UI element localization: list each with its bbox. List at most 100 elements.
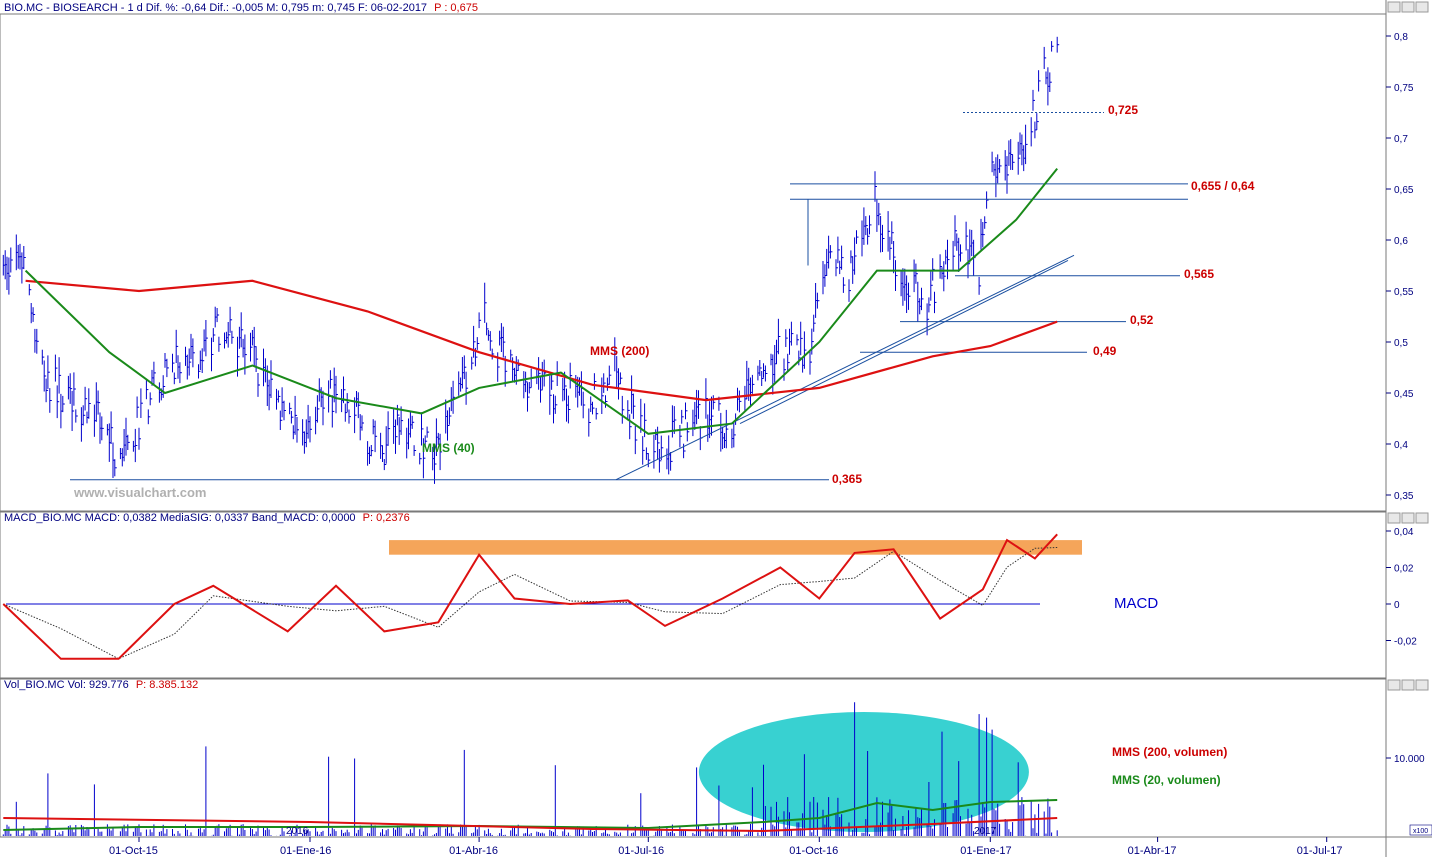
price-bar [787,353,790,372]
price-bar [140,388,143,418]
price-bar [517,359,521,371]
price-bar [82,405,86,426]
price-axis-label: 0,4 [1394,440,1408,451]
price-bar [41,349,45,365]
price-bar [841,245,844,270]
price-bar [134,428,138,463]
price-bar [270,360,273,398]
price-bar [540,377,543,403]
price-bar [588,408,591,437]
price-bar [934,291,937,314]
price-bar [8,257,11,295]
price-bar [294,395,298,435]
price-bar [895,260,898,291]
price-bar [419,452,422,465]
price-bar [991,151,995,173]
price-bar [422,438,426,479]
price-bar [764,365,768,382]
volume-panel-controls[interactable] [1387,679,1429,691]
price-bar [138,427,141,450]
macd-panel-controls[interactable] [1387,512,1429,524]
price-bar [69,373,73,404]
price-bar [889,236,892,260]
price-axis-label: 0,8 [1394,32,1408,43]
price-bar [1049,72,1052,92]
x100-box [1409,824,1432,836]
price-bar [954,215,957,247]
price-bar [874,171,877,202]
price-bar [250,332,253,362]
price-header-p: P : 0,675 [434,2,478,14]
price-bar [229,306,233,333]
macd-header: MACD_BIO.MC MACD: 0,0382 MediaSIG: 0,033… [4,512,410,524]
date-axis-label: 01-Jul-17 [1297,845,1343,857]
price-bar [593,373,597,390]
price-bar [331,395,335,428]
price-bar [277,390,281,403]
date-axis-label: 01-Oct-16 [789,845,838,857]
price-bar [679,425,682,448]
price-bar [447,410,450,441]
price-bar [634,426,638,455]
price-bar [439,433,443,471]
price-bar [110,411,114,444]
price-bar [354,397,357,434]
price-bar [809,349,812,375]
price-bar [608,365,612,385]
price-bar [835,259,838,277]
price-bar [45,378,49,403]
volume-header: Vol_BIO.MC Vol: 929.776 P: 8.385.132 [4,679,198,691]
price-bar [738,390,742,413]
x100-label: x100 [1413,828,1428,835]
label-level-049: 0,49 [1093,344,1117,358]
price-bar [921,287,924,311]
price-bar [387,411,391,446]
price-bar [711,396,714,436]
macd-panel-frame [0,511,1387,679]
price-bar [212,328,216,342]
price-bar [357,392,361,419]
price-axis-label: 0,45 [1394,389,1414,400]
price-bar [411,415,415,429]
price-bar [543,359,547,387]
price-bar [473,325,476,358]
price-bar [344,403,348,422]
price-bar [891,221,894,245]
price-bar [842,277,846,293]
price-bar [486,322,489,336]
price-bar [605,395,608,408]
price-bar [653,434,656,469]
price-bar [882,224,885,252]
volume-sma200-line [3,817,1058,833]
price-bar [865,216,868,236]
macd-axis-label: -0,02 [1394,637,1417,648]
price-bar [595,407,599,420]
price-bar [837,236,840,264]
macd-axis-label: 0 [1394,600,1400,611]
price-bar [640,398,643,433]
trendline-main [615,254,1075,481]
price-bar [887,211,891,252]
price-bar [153,361,156,385]
price-axis-label: 0,55 [1394,287,1414,298]
price-bar [370,445,374,457]
price-bar [227,322,231,348]
price-bar [374,420,378,453]
price-bar [551,372,554,390]
price-bar [869,215,872,235]
price-panel-controls[interactable] [1387,1,1429,13]
price-bar [986,191,989,209]
price-bar [1056,36,1060,53]
price-bar [147,409,151,425]
price-bar [999,159,1002,173]
price-bar [785,329,788,347]
price-bar [893,241,896,274]
price-bar [43,360,47,392]
label-vol-mms-20: MMS (20, volumen) [1112,773,1221,787]
price-bar [1032,89,1035,111]
price-bar [567,395,571,424]
label-macd: MACD [1114,595,1158,612]
price-bar [346,393,350,412]
price-bar [813,314,816,332]
price-bar [1038,70,1041,92]
